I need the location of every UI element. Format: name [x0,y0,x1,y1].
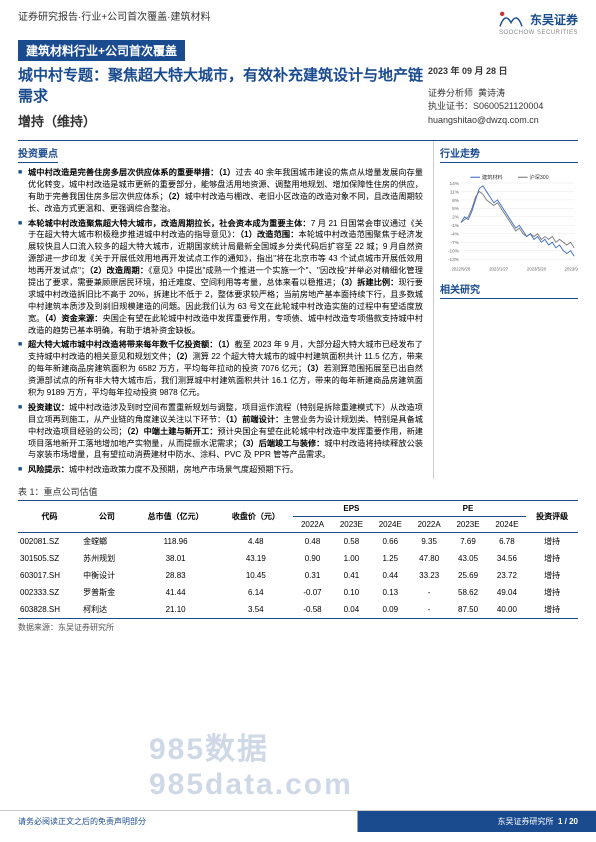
bullet-item: 本轮城中村改造聚焦超大特大城市，改造周期拉长，社会资本成为重要主体：7 月 21… [18,218,423,337]
th-pe: PE [410,501,527,517]
svg-text:2023/9/26: 2023/9/26 [565,267,578,272]
logo-text-en: SOOCHOW SECURITIES [496,30,578,36]
rating: 增持（维持） [18,111,428,130]
page-number: 1 / 20 [558,817,578,826]
related-head: 相关研究 [440,281,578,299]
bullet-item: 超大特大城市城中村改造将带来每年数千亿投资额：（1）截至 2023 年 9 月，… [18,339,423,398]
svg-text:-7%: -7% [451,240,460,246]
analyst-name: 黄诗涛 [478,88,505,98]
bullet-item: 城中村改造是完善住房多层次供应体系的重要举措：（1）过去 40 余年我国城市建设… [18,167,423,215]
th-code: 代码 [18,501,81,533]
th-close: 收盘价（元） [219,501,293,533]
watermark: 985数据 985data.com [149,724,447,802]
invest-points-head: 投资要点 [18,141,58,163]
svg-text:-13%: -13% [448,257,460,263]
table-row: 301505.SZ苏州规划38.0143.190.901.001.2547.80… [18,550,578,567]
cert-label: 执业证书： [428,101,473,111]
svg-text:-10%: -10% [448,249,460,255]
table-caption: 表 1：重点公司估值 [18,485,578,498]
breadcrumb: 证券研究报告·行业+公司首次覆盖·建筑材料 [18,8,211,23]
th-rating: 投资评级 [526,501,578,533]
table-row: 603017.SH中衡设计28.8310.450.310.410.4433.23… [18,567,578,584]
footer-firm: 东吴证券研究所 [498,817,554,826]
svg-text:2022/9/28: 2022/9/28 [451,267,471,272]
th-eps: EPS [293,501,410,517]
svg-text:14%: 14% [450,181,460,187]
logo-icon [496,8,526,30]
svg-text:11%: 11% [450,189,460,195]
svg-text:沪深300: 沪深300 [529,173,548,181]
trend-chart: 14% 11% 8% 5% 2% -1% -4% -7% -10% -13% 2022/9/28 20… [440,167,578,277]
svg-text:-4%: -4% [451,232,460,238]
table-row: 603828.SH柯利达21.103.54-0.580.040.09-87.50… [18,601,578,619]
report-title: 城中村专题：聚焦超大特大城市，有效补充建筑设计与地产链需求 [18,65,428,107]
logo: 东吴证券 SOOCHOW SECURITIES [496,8,578,36]
valuation-table: 代码 公司 总市值（亿元） 收盘价（元） EPS PE 投资评级 2022A20… [18,500,578,619]
bullet-item: 风险提示：城中村改造政策力度不及预期，房地产市场景气度超预期下行。 [18,464,423,476]
th-mktcap: 总市值（亿元） [133,501,219,533]
svg-text:8%: 8% [452,198,460,204]
table-row: 002081.SZ金螳螂118.964.480.480.580.669.357.… [18,533,578,551]
svg-text:5%: 5% [452,206,460,212]
svg-text:2023/1/27: 2023/1/27 [489,267,509,272]
svg-text:建筑材料: 建筑材料 [482,173,504,181]
title-bar: 建筑材料行业+公司首次覆盖 [18,40,185,61]
svg-text:2%: 2% [452,215,460,221]
analyst-email: huangshitao@dwzq.com.cn [428,114,578,128]
related-research [440,303,578,363]
analyst-label: 证券分析师 [428,88,473,98]
footer-disclaimer: 请务必阅读正文之后的免责声明部分 [18,816,146,827]
report-date: 2023 年 09 月 28 日 [428,65,578,79]
svg-text:2023/5/28: 2023/5/28 [527,267,547,272]
svg-text:-1%: -1% [451,223,460,229]
table-row: 002333.SZ罗普斯金41.446.14-0.070.100.13-58.6… [18,584,578,601]
table-source: 数据来源：东吴证券研究所 [18,622,578,633]
bullet-item: 投资建议：城中村改造涉及到时空间布置重新规划与调整，项目运作流程（特别是拆除重建… [18,402,423,461]
bullet-list: 城中村改造是完善住房多层次供应体系的重要举措：（1）过去 40 余年我国城市建设… [18,167,423,476]
logo-text-cn: 东吴证券 [530,11,578,28]
cert-no: S0600521120004 [473,101,543,111]
th-company: 公司 [81,501,133,533]
chart-head: 行业走势 [440,145,578,163]
